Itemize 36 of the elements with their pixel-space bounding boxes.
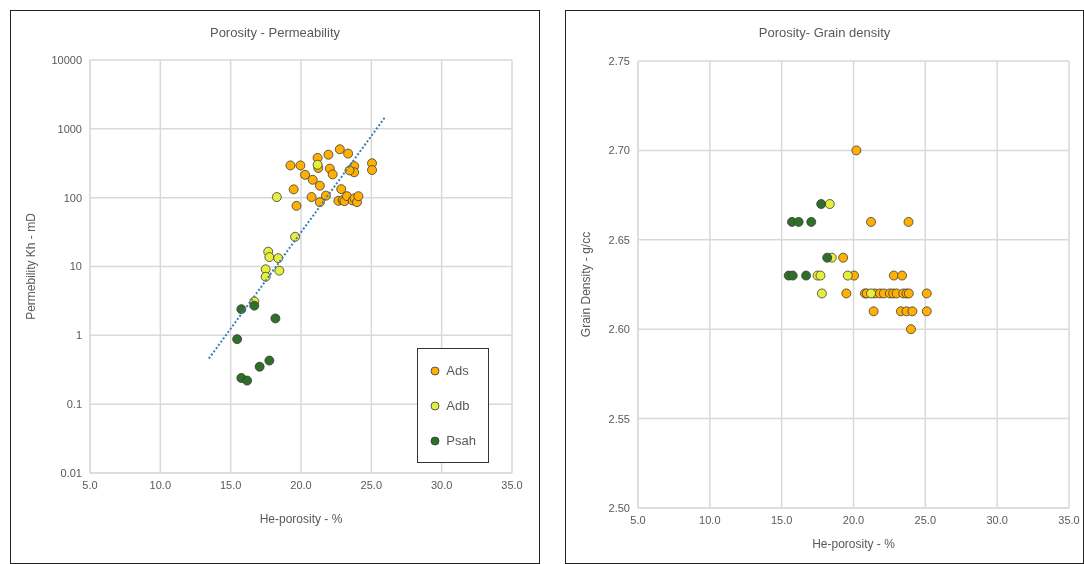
x-tick-label: 10.0 [699,513,721,526]
chart-title: Porosity- Grain density [757,25,892,40]
chart-title: Porosity - Permeability [208,25,341,40]
x-tick-label: 20.0 [290,478,312,491]
y-tick-label: 2.50 [608,501,630,514]
x-tick-label: 20.0 [842,513,865,526]
y-tick-label: 1000 [57,122,82,135]
y-tick-label: 2.60 [608,323,630,336]
x-tick-label: 35.0 [1058,513,1080,526]
y-tick-label: 2.75 [608,54,630,67]
x-tick-label: 25.0 [914,513,937,526]
x-tick-label: 35.0 [501,478,523,491]
y-axis-title: Permebility Kh - mD [24,212,39,320]
x-axis-title: He-porosity - % [259,512,343,526]
legend-label: Psah [446,433,476,448]
x-tick-label: 30.0 [986,513,1008,526]
y-tick-label: 2.70 [608,144,630,157]
x-tick-label: 30.0 [430,478,453,491]
y-tick-label: 100 [63,191,82,204]
y-tick-label: 1 [75,329,82,342]
x-tick-label: 10.0 [149,478,172,491]
y-tick-label: 0.1 [66,398,82,411]
x-axis-title: He-porosity - % [812,537,896,551]
x-tick-label: 15.0 [770,513,793,526]
legend-label: Adb [446,398,470,413]
y-tick-label: 0.01 [60,466,82,479]
x-tick-label: 25.0 [360,478,383,491]
x-tick-label: 5.0 [630,513,646,526]
y-tick-label: 10 [69,260,82,273]
y-axis-title: Grain Density - g/cc [579,231,594,338]
legend-label: Ads [446,363,469,378]
y-tick-label: 2.55 [608,412,630,425]
y-tick-label: 2.65 [608,233,630,246]
x-tick-label: 15.0 [219,478,242,491]
y-tick-label: 10000 [51,53,82,66]
x-tick-label: 5.0 [82,478,98,491]
